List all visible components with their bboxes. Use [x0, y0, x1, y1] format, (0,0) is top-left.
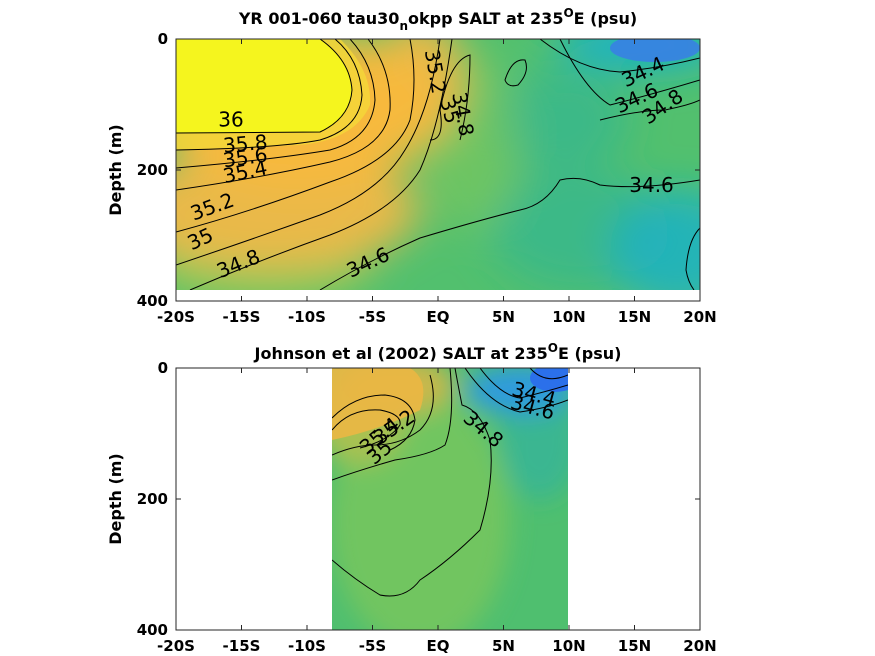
top-x-tick-label: -15S [223, 308, 261, 326]
bottom-x-tick-label: -15S [223, 637, 261, 655]
bottom-x-tick-label: 15N [618, 637, 651, 655]
top-field-blob-fresh-se [610, 190, 700, 290]
top-x-tick-label: 10N [552, 308, 585, 326]
top-contour-35.2 [176, 39, 415, 233]
bottom-x-tick-label: -20S [157, 637, 195, 655]
top-y-tick-label: 400 [137, 292, 168, 310]
top-x-tick-label: -20S [157, 308, 195, 326]
top-x-tick-label: 5N [492, 308, 515, 326]
bottom-field-ne-core [530, 368, 568, 392]
bottom-y-tick-label: 400 [137, 621, 168, 639]
bottom-y-tick-label: 0 [158, 359, 168, 377]
top-contour-36 [176, 39, 353, 134]
bottom-contour-lines [332, 368, 568, 597]
top-y-axis-label: Depth (m) [106, 124, 125, 216]
top-x-tick-label: -5S [359, 308, 386, 326]
top-contour-label: 35.8 [222, 130, 268, 158]
bottom-contour-34.2 [529, 368, 568, 380]
top-y-tick-label: 0 [158, 30, 168, 48]
top-contour-lines [176, 39, 700, 290]
bottom-x-tick-label: 20N [683, 637, 716, 655]
top-y-tick-label: 200 [137, 161, 168, 179]
top-x-tick-label: -10S [288, 308, 326, 326]
top-contour-34.4 [539, 39, 700, 73]
bottom-contour-34.4 [479, 368, 568, 399]
top-x-tick-label: 15N [618, 308, 651, 326]
top-contour-34.4-deep [685, 227, 700, 290]
top-contour-35.6 [176, 39, 376, 169]
top-contour-north-ring [504, 59, 527, 87]
bottom-x-tick-label: -10S [288, 637, 326, 655]
bottom-x-tick-label: -5S [359, 637, 386, 655]
bottom-field-max-core [332, 368, 424, 440]
bottom-contour-35 [332, 374, 434, 456]
bottom-contour-34.8-deep [332, 368, 492, 597]
top-field-blob-fresh-north [490, 70, 630, 170]
top-contour-34.6-north [559, 39, 700, 106]
top-x-tick-label: EQ [427, 308, 450, 326]
top-axes-ticks: -20S -15S -10S -5S EQ 5N 10N 15N 20N 0 200 400 [137, 30, 717, 326]
bottom-x-tick-label: EQ [427, 637, 450, 655]
bottom-y-tick-label: 200 [137, 490, 168, 508]
top-field-north-fresh-core [610, 39, 700, 62]
top-x-tick-label: 20N [683, 308, 716, 326]
top-contour-35.4 [176, 39, 391, 191]
top-contour-eq-loop [429, 54, 471, 141]
bottom-contour-35.4 [332, 409, 401, 449]
bottom-contour-34.8 [332, 368, 453, 481]
bottom-axes-ticks: -20S -15S -10S -5S EQ 5N 10N 15N 20N 0 200 400 [137, 359, 717, 655]
bottom-contour-34.6 [464, 368, 568, 413]
top-contour-34.8-north [599, 99, 700, 121]
bottom-x-tick-label: 5N [492, 637, 515, 655]
top-panel-title: YR 001-060 tau30nokpp SALT at 235OE (psu… [238, 6, 637, 33]
bottom-y-axis-label: Depth (m) [106, 453, 125, 545]
top-contour-35 [176, 39, 441, 266]
top-contour-label: 34.6 [629, 173, 674, 197]
top-field-max-halo [176, 39, 371, 150]
bottom-x-tick-label: 10N [552, 637, 585, 655]
bottom-salinity-field: 35.435.235 34.834.434.6 [332, 368, 568, 630]
top-contour-34.6-deep [319, 177, 700, 290]
top-contour-35.8 [176, 39, 363, 151]
top-contour-34.8 [189, 39, 453, 290]
bottom-panel-title: Johnson et al (2002) SALT at 235OE (psu) [254, 341, 622, 363]
bottom-panel: Johnson et al (2002) SALT at 235OE (psu)… [106, 341, 717, 655]
top-contour-label: 36 [218, 107, 243, 131]
top-field-max-core [176, 39, 352, 133]
top-panel: YR 001-060 tau30nokpp SALT at 235OE (psu… [106, 6, 717, 326]
